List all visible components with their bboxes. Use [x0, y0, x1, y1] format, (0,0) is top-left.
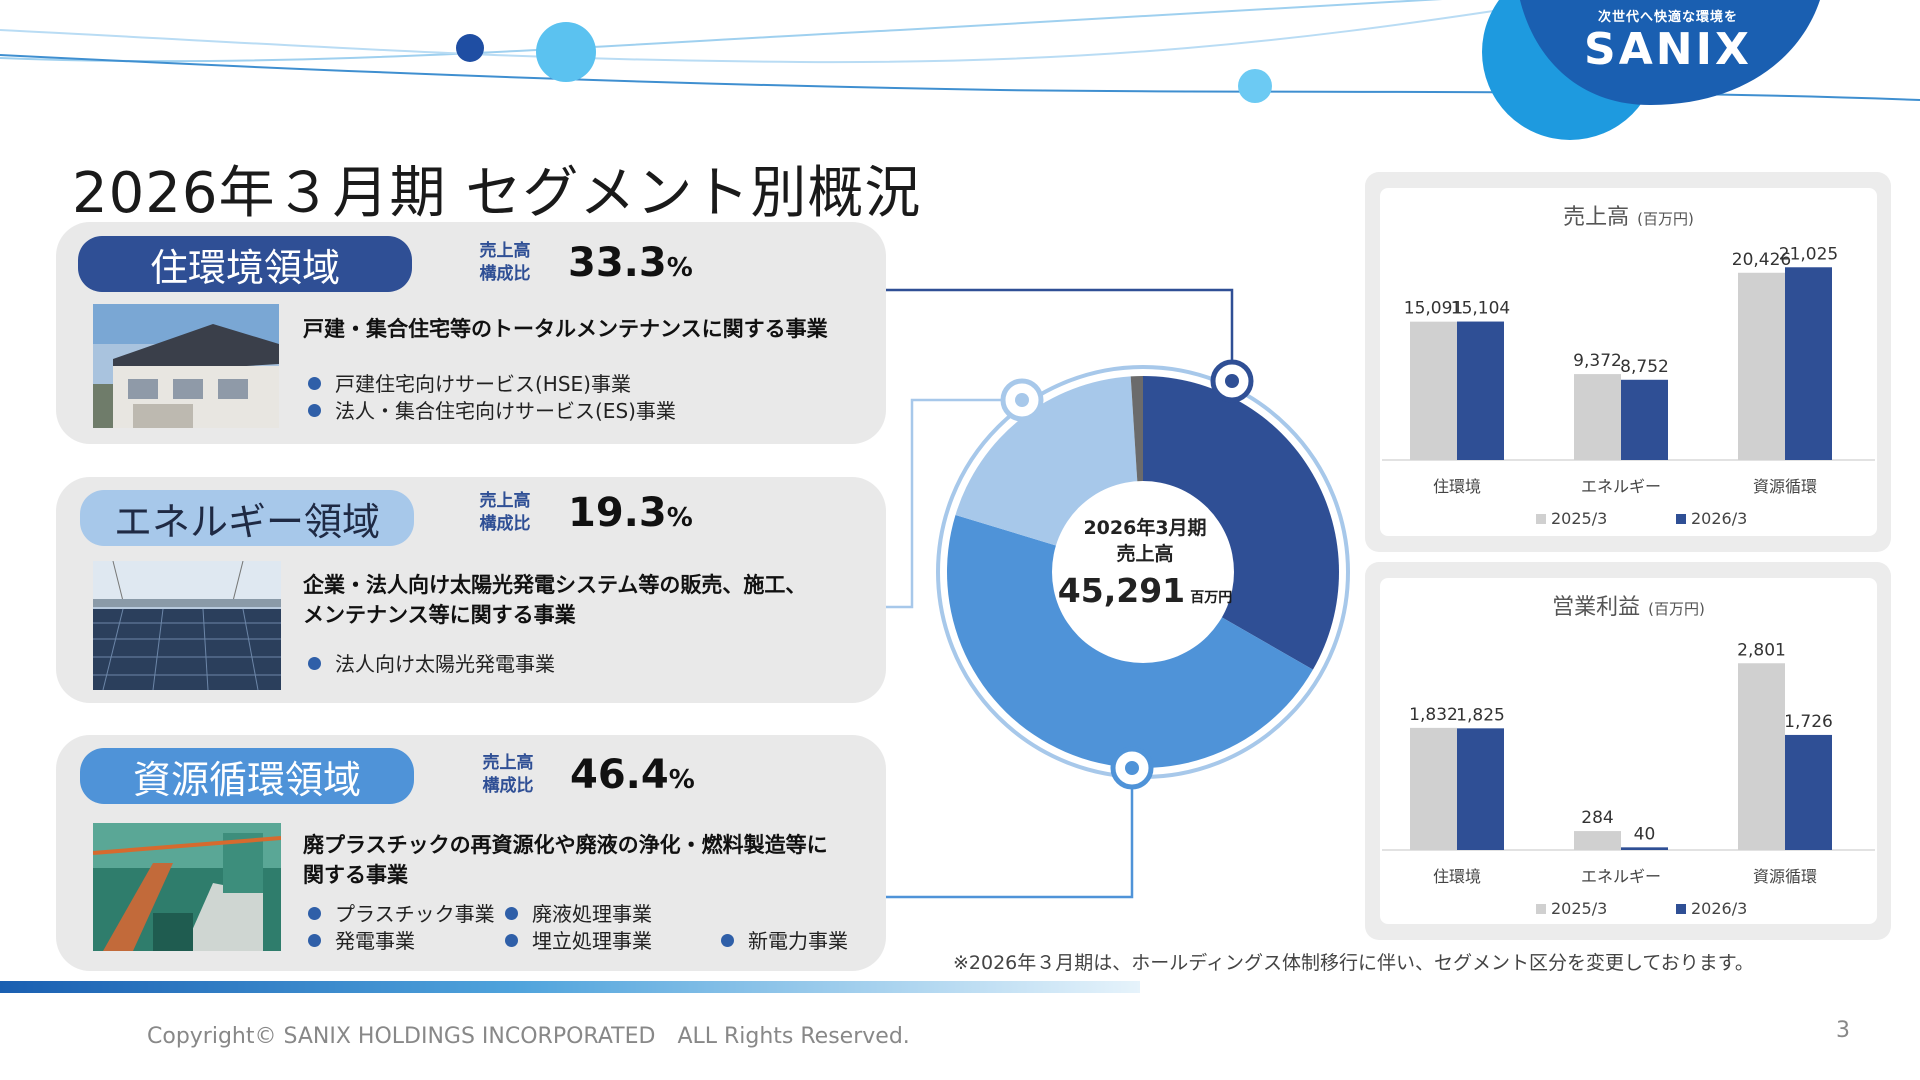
bar: [1410, 727, 1457, 850]
bar-data-label: 9,372: [1573, 351, 1622, 371]
legend-label: 2026/3: [1691, 899, 1747, 918]
donut-center-label: 2026年3月期 売上高 45,291 百万円: [1057, 517, 1233, 610]
connector-resource: [886, 768, 1134, 899]
ratio-value-resource: 46.4%: [570, 752, 695, 798]
copyright: Copyright© SANIX HOLDINGS INCORPORATED A…: [147, 1024, 910, 1049]
category-label: 住環境: [1433, 867, 1481, 886]
segment-pill-energy: エネルギー領域: [80, 490, 414, 546]
category-label: 資源循環: [1753, 477, 1817, 496]
segment-description-resource: 廃プラスチックの再資源化や廃液の浄化・燃料製造等に 関する事業: [303, 833, 828, 887]
bullet-item: 戸建住宅向けサービス(HSE)事業: [308, 368, 631, 397]
chart-title-unit: (百万円): [1648, 600, 1705, 618]
bar: [1457, 728, 1504, 850]
ratio-label-resource: 売上高 構成比: [482, 753, 534, 796]
bullet-item: プラスチック事業: [308, 898, 495, 927]
bar: [1738, 272, 1785, 460]
bar-data-label: 8,752: [1620, 357, 1669, 377]
bar-data-label: 2,801: [1737, 640, 1786, 660]
donut-hole: [1052, 481, 1234, 663]
bar-data-label: 21,025: [1779, 244, 1838, 264]
bullet-item: 発電事業: [308, 925, 415, 954]
bar-data-label: 20,426: [1732, 250, 1791, 270]
ratio-label-housing: 売上高 構成比: [479, 241, 531, 284]
bar: [1738, 663, 1785, 850]
bar-data-label: 1,832: [1409, 705, 1458, 725]
connector-energy: [886, 398, 1022, 609]
bar-data-label: 1,726: [1784, 712, 1833, 732]
marker-resource: [1110, 746, 1154, 790]
bar: [1621, 847, 1668, 850]
logo-tagline: 次世代へ快適な環境を: [1598, 10, 1739, 25]
deco-circle-dark: [456, 34, 484, 62]
bar: [1621, 379, 1668, 460]
bar-data-label: 40: [1634, 824, 1656, 844]
segment-description-housing: 戸建・集合住宅等のトータルメンテナンスに関する事業: [303, 317, 828, 341]
chart-title: 売上高 (百万円): [1563, 205, 1694, 230]
ratio-value-energy: 19.3%: [568, 490, 693, 536]
photo-recycling-plant: [93, 823, 281, 951]
photo-solar-panels: [93, 561, 281, 690]
bullet-item: 新電力事業: [721, 925, 848, 954]
footer-gradient-bar: [0, 981, 1140, 993]
bar-data-label: 15,091: [1404, 299, 1463, 319]
bullet-item: 埋立処理事業: [505, 925, 652, 954]
legend-swatch: [1536, 904, 1546, 914]
bullet-item: 法人向け太陽光発電事業: [308, 648, 555, 677]
bullet-item: 廃液処理事業: [505, 898, 652, 927]
bar: [1785, 734, 1832, 850]
ratio-value-housing: 33.3%: [568, 240, 693, 286]
legend-label: 2026/3: [1691, 509, 1747, 528]
bar: [1785, 267, 1832, 460]
deco-circle-light: [536, 22, 596, 82]
photo-house: [93, 304, 279, 428]
bar: [1574, 831, 1621, 850]
category-label: エネルギー: [1581, 867, 1661, 886]
bar-data-label: 15,104: [1451, 299, 1510, 319]
deco-circle-small: [1238, 69, 1272, 103]
bar: [1410, 321, 1457, 460]
category-label: 資源循環: [1753, 867, 1817, 886]
category-label: エネルギー: [1581, 477, 1661, 496]
bar-data-label: 284: [1581, 808, 1613, 828]
page-title: 2026年３月期 セグメント別概況: [72, 161, 922, 226]
segment-pill-housing: 住環境領域: [78, 236, 412, 292]
ratio-label-energy: 売上高 構成比: [479, 491, 531, 534]
footnote: ※2026年３月期は、ホールディングス体制移行に伴い、セグメント区分を変更してお…: [953, 952, 1754, 974]
legend-swatch: [1676, 514, 1686, 524]
segment-description-energy: 企業・法人向け太陽光発電システム等の販売、施工、 メンテナンス等に関する事業: [303, 573, 807, 627]
bullet-item: 法人・集合住宅向けサービス(ES)事業: [308, 395, 676, 424]
marker-energy: [1000, 378, 1044, 422]
category-label: 住環境: [1433, 477, 1481, 496]
page-number: 3: [1836, 1018, 1850, 1043]
bar-data-label: 1,825: [1456, 705, 1505, 725]
legend-label: 2025/3: [1551, 509, 1607, 528]
legend-label: 2025/3: [1551, 899, 1607, 918]
bar: [1574, 374, 1621, 460]
logo-brand: SANIX: [1584, 24, 1752, 75]
marker-housing: [1210, 359, 1254, 403]
legend-swatch: [1536, 514, 1546, 524]
legend-swatch: [1676, 904, 1686, 914]
chart-title-unit: (百万円): [1637, 210, 1694, 228]
connector-housing: [886, 288, 1234, 378]
segment-pill-resource: 資源循環領域: [80, 748, 414, 804]
chart-title: 営業利益 (百万円): [1552, 595, 1705, 620]
bar: [1457, 321, 1504, 460]
logo-shape-dark: [1520, 0, 1820, 105]
